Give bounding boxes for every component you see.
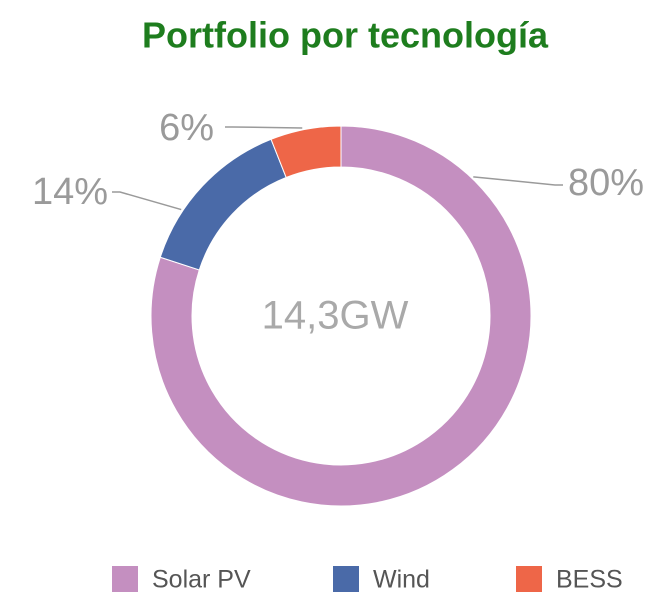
center-label: 14,3GW [262, 294, 409, 338]
leader-line [225, 126, 303, 129]
legend-label: Wind [373, 566, 430, 594]
donut-slice [270, 125, 342, 179]
value-label: 6% [159, 107, 214, 149]
legend-swatch [516, 566, 542, 592]
value-label: 80% [568, 162, 644, 204]
donut-slice [159, 138, 287, 271]
legend-label: BESS [556, 566, 623, 594]
leader-line [112, 191, 182, 211]
legend-swatch [112, 566, 138, 592]
legend-swatch [333, 566, 359, 592]
value-label: 14% [32, 171, 108, 213]
leader-line [473, 176, 563, 186]
chart-title: Portfolio por tecnología [142, 15, 549, 56]
legend-label: Solar PV [152, 566, 251, 594]
donut-slice [150, 125, 532, 507]
